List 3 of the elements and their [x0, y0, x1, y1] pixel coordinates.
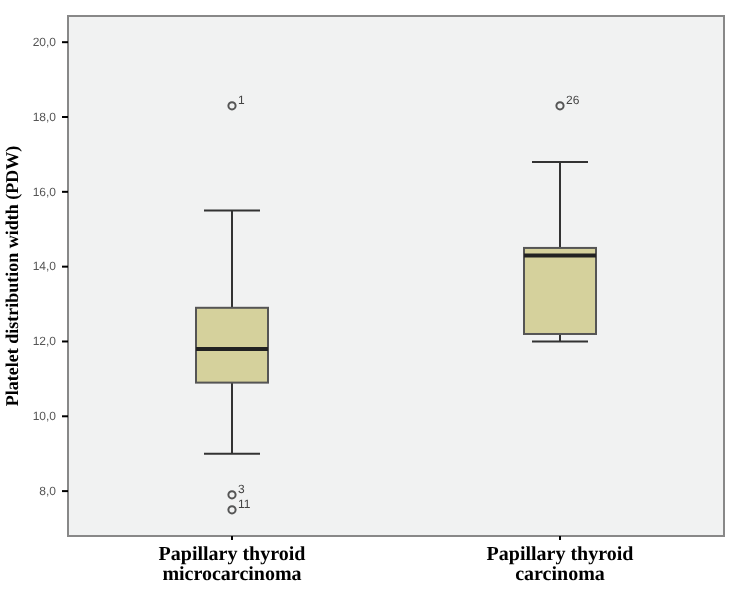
x-tick-label: Papillary thyroid microcarcinoma [158, 544, 307, 586]
x-tick-label: Papillary thyroid carcinoma [486, 544, 635, 586]
y-axis-title: Platelet distribution width (PDW) [2, 145, 22, 407]
